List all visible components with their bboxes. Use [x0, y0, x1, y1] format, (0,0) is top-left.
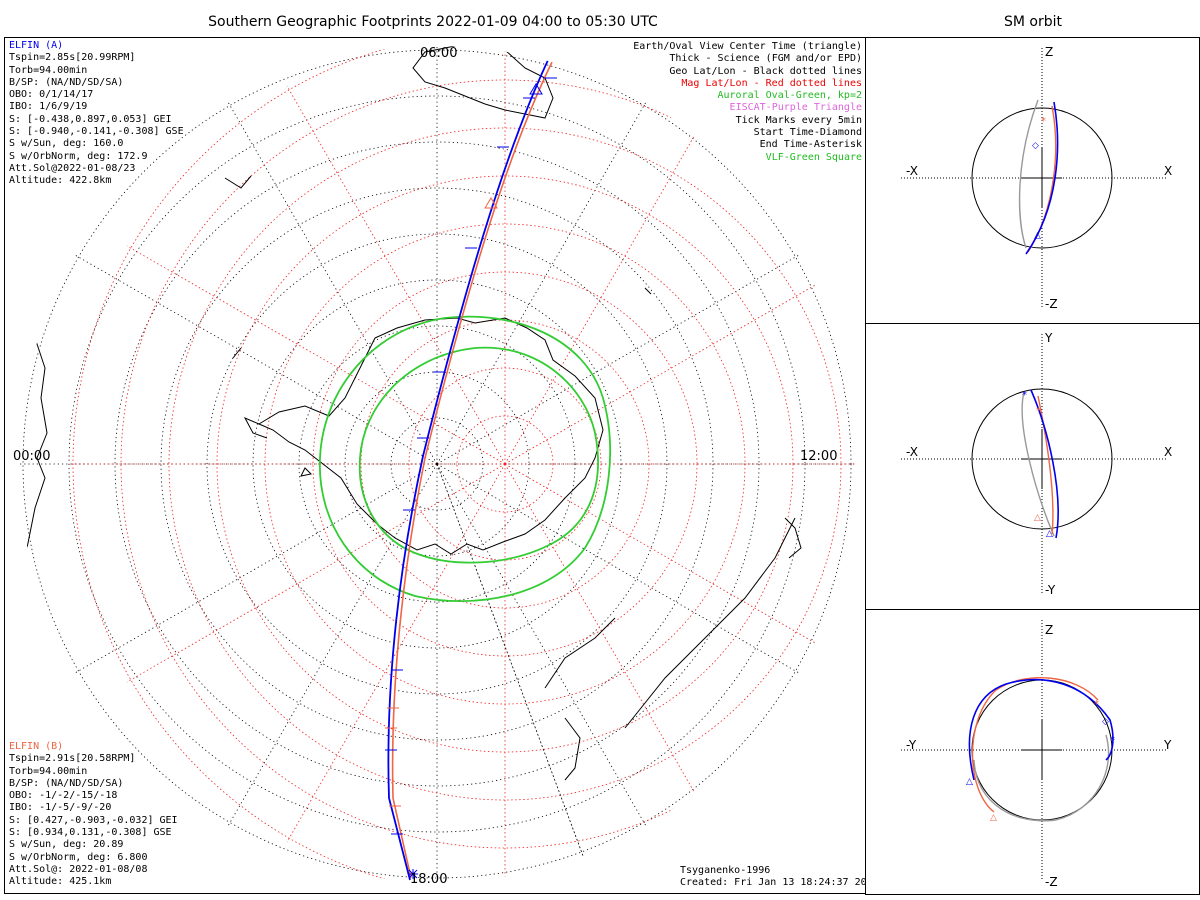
- sm-yz-v-pos: Z: [1045, 623, 1053, 637]
- view-center-line: [436, 463, 596, 882]
- model-label: Tsyganenko-1996: [680, 865, 771, 876]
- geo-pole-marker: [435, 462, 439, 466]
- svg-text:△: △: [1034, 513, 1041, 523]
- svg-text:△: △: [966, 777, 973, 787]
- footprint-map-panel: 06:00 00:00 12:00 18:00: [4, 37, 866, 894]
- elfin-b-track: [391, 59, 554, 879]
- elfin-a-line: S w/OrbNorm, deg: 172.9: [9, 150, 148, 162]
- legend-item: VLF-Green Square: [765, 151, 862, 163]
- elfin-a-center-triangle: [529, 83, 543, 95]
- elfin-a-ticks: [385, 77, 557, 835]
- sm-xy-h-pos: X: [1164, 445, 1172, 459]
- elfin-b-line: IBO: -1/-5/-9/-20: [9, 802, 112, 814]
- elfin-a-end-asterisk: [408, 869, 418, 879]
- sm-panel-xz: * ◇ △ -X X Z -Z: [865, 37, 1200, 324]
- mag-pole-marker: [503, 462, 507, 466]
- sm-yz-h-pos: Y: [1163, 738, 1172, 752]
- legend-item: Geo Lat/Lon - Black dotted lines: [669, 65, 862, 77]
- elfin-a-line: Tspin=2.85s[20.99RPM]: [9, 52, 136, 64]
- legend-item: Start Time-Diamond: [753, 127, 862, 139]
- elfin-a-info: ELFIN (A) Tspin=2.85s[20.99RPM] Torb=94.…: [9, 40, 184, 188]
- elfin-b-line: S: [0.934,0.131,-0.308] GSE: [9, 827, 172, 839]
- sm-xz-v-neg: -Z: [1045, 297, 1058, 311]
- svg-text:*: *: [1036, 406, 1041, 417]
- sm-xz-h-pos: X: [1164, 164, 1172, 178]
- svg-text:◇: ◇: [1032, 141, 1039, 151]
- elfin-a-line: Att.Sol@2022-01-08/23: [9, 162, 136, 174]
- sm-orbit-title: SM orbit: [1003, 14, 1062, 30]
- sm-panel-xy: * * △ △ -X X Y -Y: [865, 323, 1200, 610]
- svg-text:*: *: [1022, 390, 1027, 401]
- svg-text:*: *: [1110, 735, 1115, 746]
- sm-xz-v-pos: Z: [1045, 45, 1053, 59]
- sm-xz-h-neg: -X: [906, 164, 918, 178]
- elfin-b-line: OBO: -1/-2/-15/-18: [9, 790, 118, 802]
- legend-item: Mag Lat/Lon - Red dotted lines: [681, 77, 862, 89]
- elfin-b-line: S: [0.427,-0.903,-0.032] GEI: [9, 814, 178, 826]
- legend-item: Auroral Oval-Green, kp=2: [717, 90, 863, 102]
- sm-xy-v-pos: Y: [1044, 331, 1053, 345]
- elfin-a-line: Torb=94.00min: [9, 64, 88, 76]
- elfin-a-line: S: [-0.438,0.897,0.053] GEI: [9, 113, 172, 125]
- clock-label-top: 06:00: [420, 46, 457, 61]
- elfin-b-name: ELFIN (B): [9, 741, 64, 752]
- sm-yz-v-neg: -Z: [1045, 875, 1058, 889]
- svg-text:△: △: [1034, 231, 1041, 241]
- elfin-a-name: ELFIN (A): [9, 40, 64, 51]
- sm-yz-h-neg: -Y: [906, 738, 917, 752]
- elfin-b-info: ELFIN (B) Tspin=2.91s[20.58RPM] Torb=94.…: [9, 741, 178, 889]
- svg-text:*: *: [1041, 116, 1046, 127]
- elfin-a-line: IBO: 1/6/9/19: [9, 101, 88, 113]
- svg-text:*: *: [1094, 699, 1099, 710]
- sm-xy-v-neg: -Y: [1045, 583, 1056, 597]
- sm-panel-yz: * * ◇ △ △ -Y Y Z -Z: [865, 609, 1200, 895]
- legend: Earth/Oval View Center Time (triangle) T…: [633, 41, 862, 164]
- elfin-a-line: S w/Sun, deg: 160.0: [9, 138, 124, 150]
- elfin-b-line: B/SP: (NA/ND/SD/SA): [9, 777, 124, 789]
- elfin-b-line: S w/OrbNorm, deg: 6.800: [9, 851, 148, 863]
- coastlines: [19, 46, 802, 781]
- clock-label-bottom: 18:00: [410, 872, 447, 887]
- created-label: Created: Fri Jan 13 18:24:37 2023: [680, 877, 879, 889]
- footer: Tsyganenko-1996 Created: Fri Jan 13 18:2…: [680, 865, 879, 890]
- clock-label-right: 12:00: [800, 449, 837, 464]
- mag-longitude-grid: [69, 46, 855, 882]
- map-title: Southern Geographic Footprints 2022-01-0…: [208, 14, 658, 30]
- elfin-b-line: Torb=94.00min: [9, 765, 88, 777]
- elfin-a-line: OBO: 0/1/14/17: [9, 89, 94, 101]
- auroral-oval: [319, 315, 611, 603]
- legend-item: End Time-Asterisk: [759, 139, 862, 151]
- legend-item: Earth/Oval View Center Time (triangle): [633, 41, 862, 52]
- elfin-b-line: Altitude: 425.1km: [9, 876, 112, 888]
- legend-item: EISCAT-Purple Triangle: [729, 102, 862, 114]
- svg-text:△: △: [1046, 529, 1053, 539]
- clock-label-left: 00:00: [13, 449, 50, 464]
- sm-xy-h-neg: -X: [906, 445, 918, 459]
- elfin-a-track: [387, 57, 550, 881]
- legend-item: Thick - Science (FGM and/or EPD): [669, 53, 862, 65]
- mag-latitude-grid: [72, 46, 855, 882]
- footprint-map: 06:00 00:00 12:00 18:00: [13, 46, 855, 887]
- elfin-a-line: Altitude: 422.8km: [9, 175, 112, 187]
- svg-text:◇: ◇: [1102, 717, 1109, 727]
- elfin-a-line: B/SP: (NA/ND/SD/SA): [9, 76, 124, 88]
- elfin-b-center-triangle: [484, 197, 498, 209]
- legend-item: Tick Marks every 5min: [735, 114, 862, 126]
- elfin-b-line: Att.Sol@: 2022-01-08/08: [9, 863, 148, 875]
- elfin-b-ticks: [385, 707, 401, 807]
- elfin-a-line: S: [-0.940,-0.141,-0.308] GSE: [9, 126, 184, 138]
- elfin-b-line: Tspin=2.91s[20.58RPM]: [9, 753, 136, 765]
- svg-text:△: △: [990, 813, 997, 823]
- elfin-b-line: S w/Sun, deg: 20.89: [9, 839, 124, 851]
